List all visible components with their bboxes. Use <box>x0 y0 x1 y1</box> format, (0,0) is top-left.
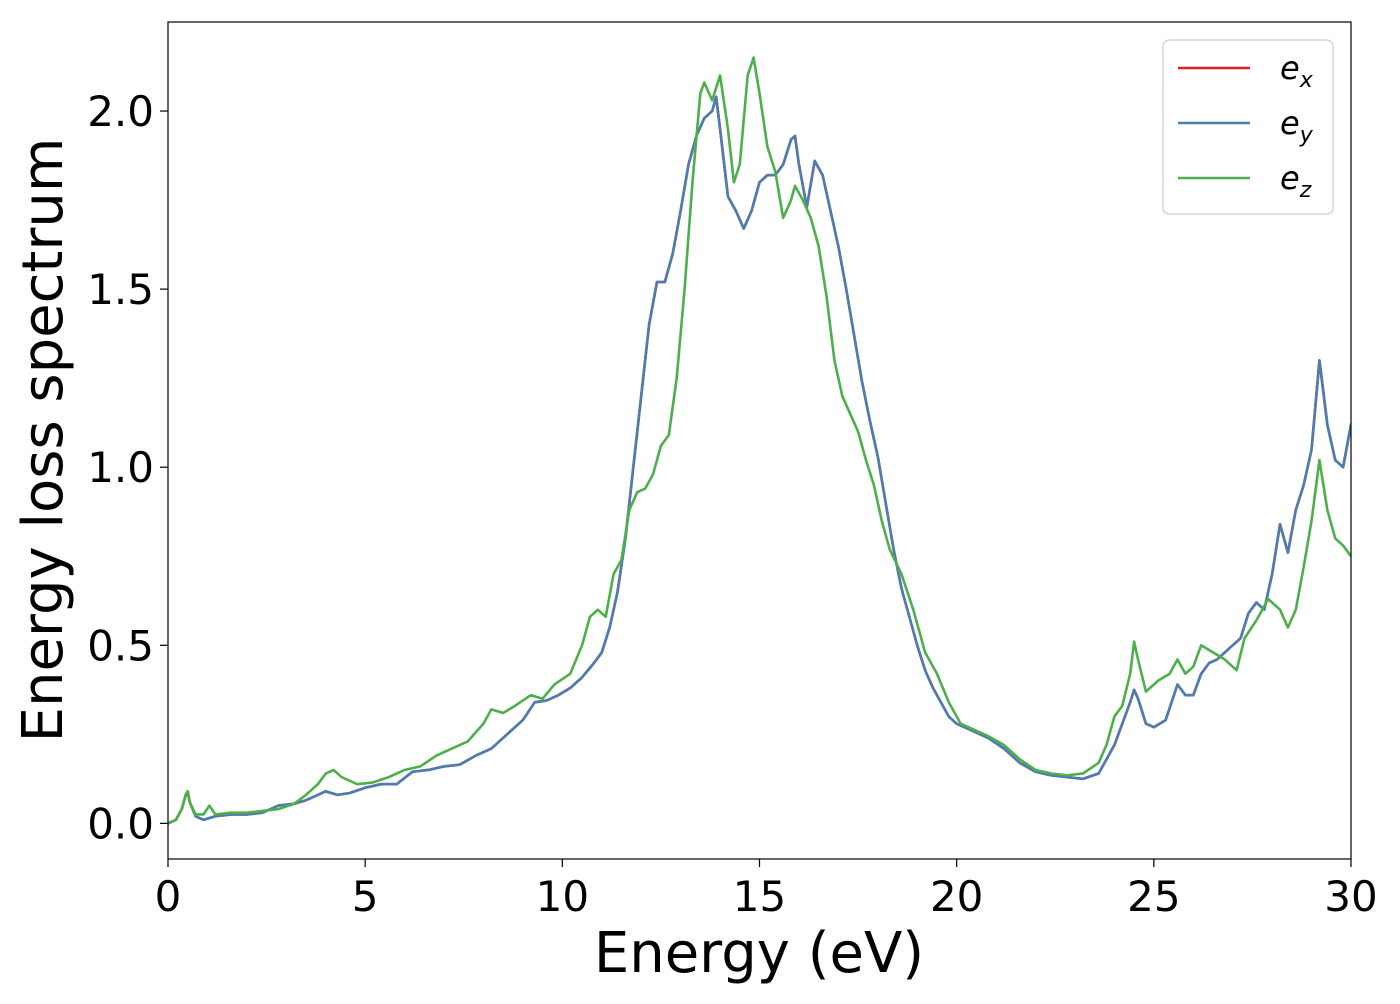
legend-item-e-x: ex <box>1178 49 1314 93</box>
x-tick-label: 25 <box>1127 872 1180 921</box>
y-tick-label: 0.0 <box>87 799 154 848</box>
y-tick-label: 0.5 <box>87 621 154 670</box>
legend-box <box>1162 39 1334 215</box>
x-axis: 0 5 10 15 20 25 30 <box>155 859 1378 921</box>
x-axis-title: Energy (eV) <box>594 921 924 986</box>
legend-label: ex <box>1280 49 1314 93</box>
x-tick-label: 5 <box>352 872 379 921</box>
y-axis-title: Energy loss spectrum <box>11 138 76 743</box>
y-axis: 0.0 0.5 1.0 1.5 2.0 <box>87 87 168 848</box>
y-tick-label: 2.0 <box>87 87 154 136</box>
y-tick-label: 1.0 <box>87 443 154 492</box>
series-layer <box>168 56 1351 825</box>
x-tick-label: 30 <box>1324 872 1377 921</box>
series-line-e-z <box>168 56 1351 825</box>
series-line-e-y <box>168 95 1351 825</box>
x-tick-label: 0 <box>155 872 182 921</box>
x-tick-label: 10 <box>536 872 589 921</box>
x-tick-label: 20 <box>930 872 983 921</box>
legend-label: ey <box>1280 104 1314 148</box>
y-tick-label: 1.5 <box>87 265 154 314</box>
x-tick-label: 15 <box>733 872 786 921</box>
legend-item-e-y: ey <box>1178 104 1314 148</box>
